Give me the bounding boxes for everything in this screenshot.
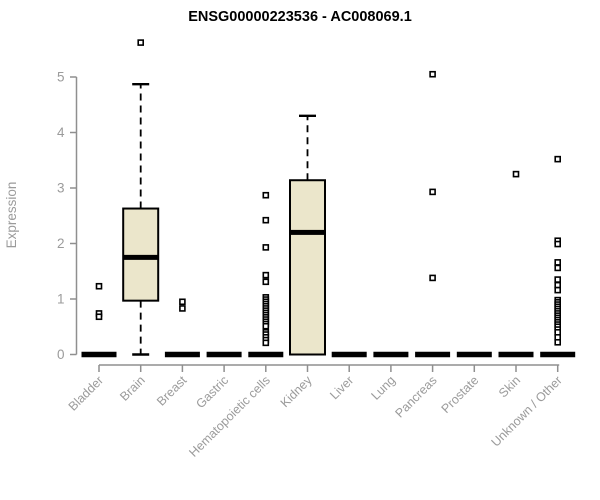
outlier-point [262,216,270,224]
collapsed-box [206,351,242,358]
outlier-point [179,298,186,306]
x-tick-label: Lung [368,373,398,403]
outlier-point [554,338,562,346]
outlier-point [554,286,562,294]
y-axis-label: Expression [4,182,19,249]
outlier-point [554,240,562,248]
outlier-point [429,274,436,282]
median-line [290,229,325,235]
iqr-box [289,179,326,356]
x-tick-label: Kidney [278,373,315,410]
y-tick-label: 4 [57,125,65,140]
outlier-point [262,278,270,286]
x-tick-label: Gastric [193,373,231,411]
x-tick-label: Pancreas [392,373,439,420]
x-tick-label: Prostate [439,373,482,416]
outlier-point [429,70,436,78]
outlier-point [554,276,562,283]
x-tick-label: Brain [117,373,148,404]
y-tick-label: 2 [57,236,65,251]
median-line [123,254,159,260]
chart-title: ENSG00000223536 - AC008069.1 [188,9,412,25]
outlier-point [512,170,520,178]
x-tick-label: Unknown / Other [489,373,565,449]
x-tick-label: Hematopoietic cells [186,373,273,460]
y-tick-label: 0 [57,347,65,362]
outlier-point [554,155,562,163]
collapsed-box [81,351,117,358]
outlier-point [554,259,562,266]
collapsed-box [415,351,451,358]
outlier-point [262,271,270,279]
collapsed-box [248,351,284,358]
collapsed-box [331,351,367,358]
iqr-box [122,207,160,302]
collapsed-box [498,351,534,358]
outlier-point [262,244,270,251]
outlier-point [95,313,103,321]
collapsed-box [373,351,409,358]
collapsed-box [456,351,492,358]
x-tick-label: Skin [496,373,523,400]
x-tick-label: Bladder [66,373,106,413]
outlier-point [262,322,270,330]
y-tick-label: 5 [57,70,65,85]
y-tick-label: 3 [57,181,65,196]
outlier-point [262,191,270,199]
outlier-point [554,264,562,272]
x-tick-label: Breast [154,373,190,409]
outlier-point [429,188,436,196]
outlier-point [179,305,186,312]
y-tick-label: 1 [57,292,65,307]
outlier-point [95,282,103,290]
outlier-point [262,339,270,347]
plot-area: 0 1 2 3 4 5 Bladder Brain Breast GastricHematopoi… [57,39,576,460]
collapsed-box [540,351,576,358]
x-tick-label: Liver [327,373,356,402]
collapsed-box [164,351,200,358]
outlier-point [137,39,144,46]
